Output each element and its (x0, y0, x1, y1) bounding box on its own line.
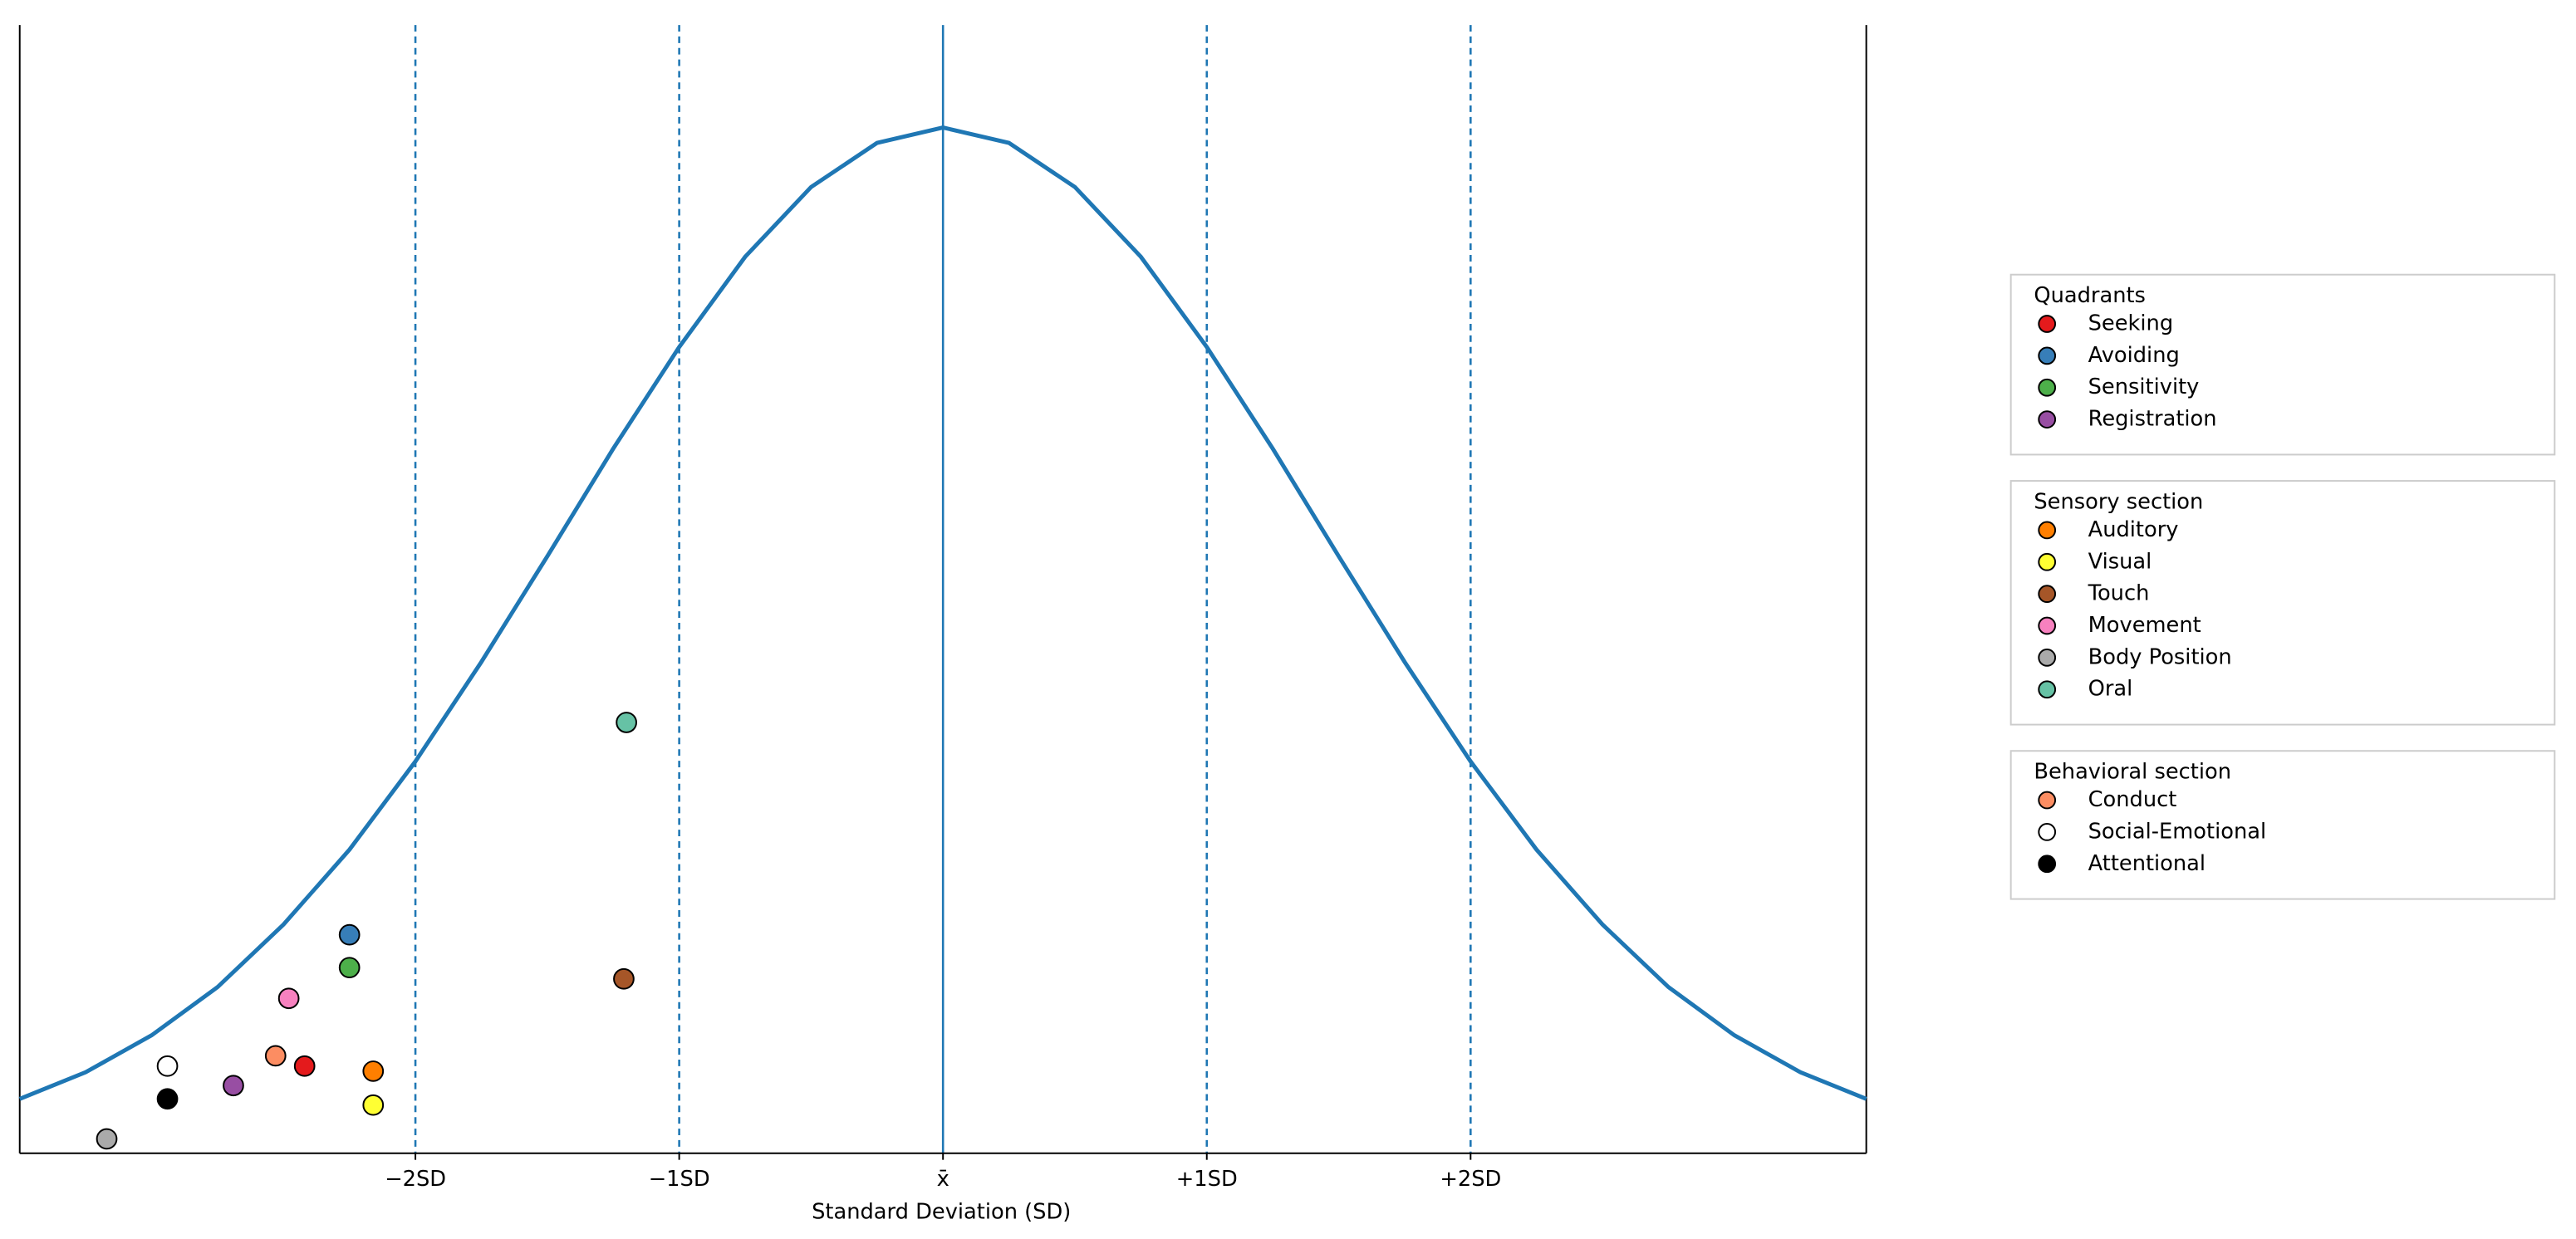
data-point (362, 1060, 385, 1082)
legend-label: Attentional (2088, 851, 2206, 876)
x-tick-label: +1SD (1176, 1167, 1238, 1192)
x-tick-label: +2SD (1440, 1167, 1501, 1192)
data-point (293, 1055, 316, 1077)
data-point (616, 712, 637, 733)
legend-marker (2038, 521, 2057, 540)
legend-label: Visual (2088, 549, 2152, 574)
x-axis-label: Standard Deviation (SD) (812, 1199, 1071, 1224)
x-tick-label: −2SD (385, 1167, 446, 1192)
legend-label: Social-Emotional (2088, 819, 2266, 844)
legend-label: Sensitivity (2088, 375, 2200, 399)
data-point (613, 967, 635, 990)
legend-marker (2038, 616, 2057, 635)
legend-marker (2038, 680, 2057, 699)
x-tick-label: −1SD (649, 1167, 710, 1192)
legend-marker (2038, 855, 2057, 874)
legend-marker (2038, 552, 2057, 571)
data-point (156, 1088, 179, 1110)
legend-label: Auditory (2088, 517, 2179, 542)
legend-marker (2038, 378, 2057, 397)
legend-title: Behavioral section (2034, 759, 2231, 784)
legend-label: Movement (2088, 613, 2201, 638)
legend-label: Body Position (2088, 644, 2232, 669)
legend-marker (2038, 410, 2057, 429)
legend-box (2009, 480, 2556, 726)
legend-marker (2038, 791, 2057, 810)
data-point (223, 1075, 244, 1097)
legend-label: Conduct (2088, 787, 2177, 812)
legend-label: Oral (2088, 677, 2133, 702)
legend-title: Quadrants (2034, 283, 2146, 308)
x-tick-label: x̄ (937, 1167, 949, 1192)
legend-label: Seeking (2088, 311, 2174, 336)
legend-box (2009, 273, 2556, 456)
data-point (338, 923, 361, 946)
legend-label: Registration (2088, 407, 2217, 432)
legend-label: Avoiding (2088, 343, 2180, 368)
legend-marker (2038, 315, 2057, 333)
legend-marker (2038, 346, 2057, 365)
legend-label: Touch (2088, 581, 2150, 606)
data-point (96, 1128, 118, 1150)
data-point (156, 1055, 179, 1077)
data-point (362, 1094, 385, 1116)
legend-box (2009, 750, 2556, 900)
data-point (264, 1045, 287, 1067)
data-point (277, 987, 300, 1010)
distribution-curve (18, 125, 1867, 1101)
legend-marker (2038, 823, 2057, 841)
legend-marker (2038, 649, 2057, 667)
legend-title: Sensory section (2034, 489, 2203, 514)
data-point (338, 957, 361, 979)
legend-marker (2038, 585, 2057, 604)
